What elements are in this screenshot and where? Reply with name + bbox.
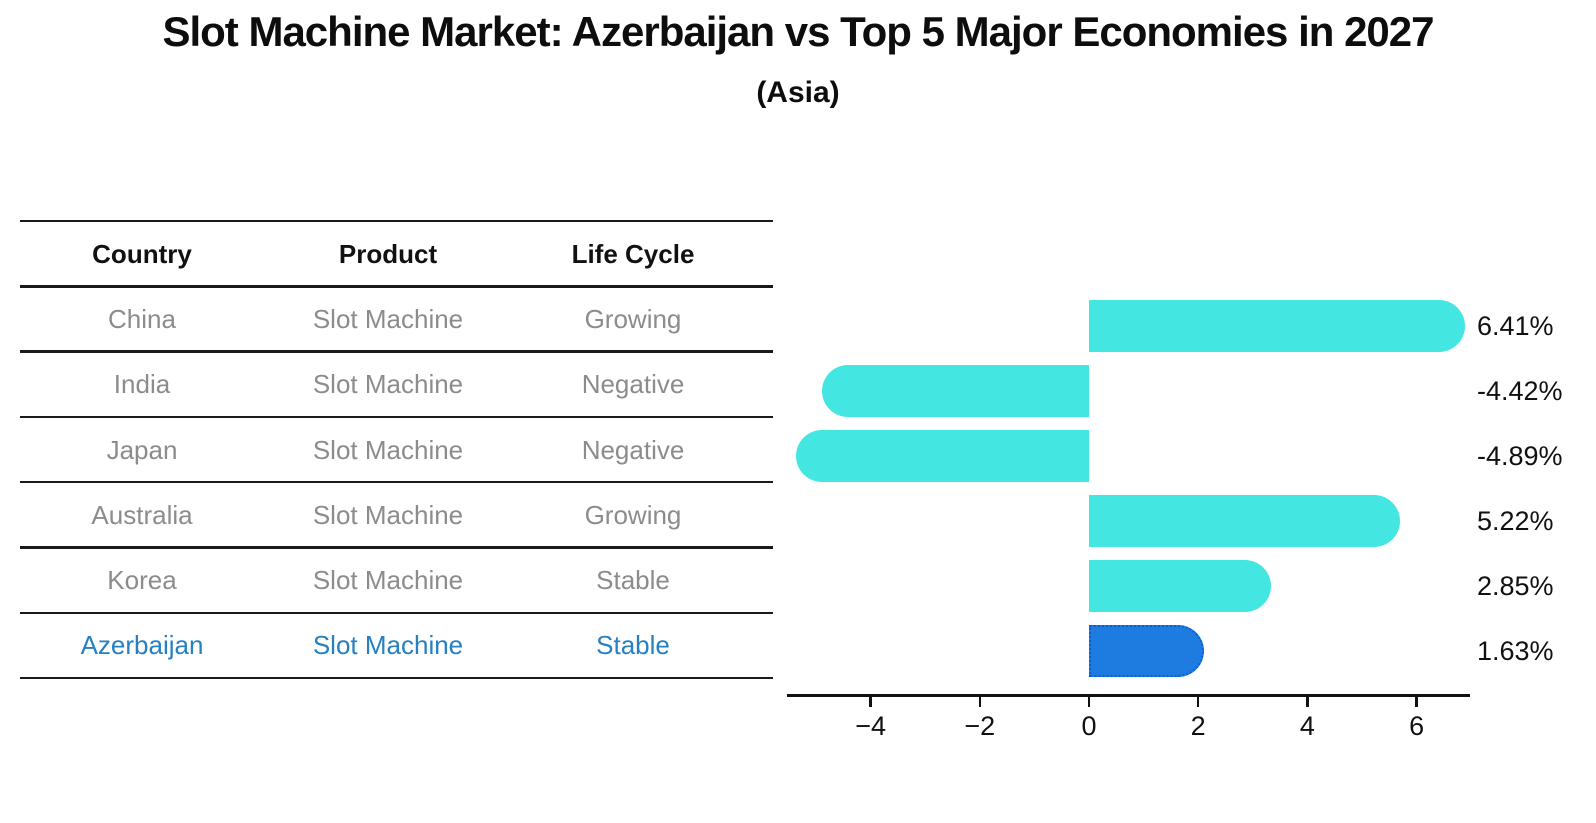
cell-japan-life-cycle: Negative bbox=[581, 434, 685, 465]
cell-korea-product: Slot Machine bbox=[312, 565, 464, 596]
x-axis-tick-label: −4 bbox=[855, 711, 886, 741]
cell-azerbaijan-product: Slot Machine bbox=[312, 630, 464, 661]
x-axis-tick-label: 4 bbox=[1299, 711, 1315, 741]
value-label-azerbaijan: 1.63% bbox=[1477, 636, 1554, 666]
cell-azerbaijan-country: Azerbaijan bbox=[80, 630, 204, 661]
y-axis-tick bbox=[756, 546, 773, 549]
cell-china-country: China bbox=[108, 303, 176, 334]
value-label-india: -4.42% bbox=[1477, 376, 1563, 406]
y-axis-tick bbox=[756, 611, 773, 615]
page-subtitle: (Asia) bbox=[756, 76, 840, 109]
table-rule bbox=[20, 285, 760, 288]
bar-azerbaijan bbox=[1089, 625, 1204, 677]
cell-india-product: Slot Machine bbox=[312, 369, 464, 400]
bar-korea bbox=[1089, 560, 1271, 612]
cell-india-life-cycle: Negative bbox=[581, 369, 685, 400]
bar-japan bbox=[796, 430, 1089, 482]
cell-japan-product: Slot Machine bbox=[312, 434, 464, 465]
value-label-korea: 2.85% bbox=[1477, 571, 1554, 601]
x-axis-tick bbox=[1415, 695, 1418, 707]
table-rule bbox=[20, 219, 760, 223]
x-axis-tick bbox=[978, 695, 982, 707]
x-axis-tick-label: 6 bbox=[1409, 711, 1425, 741]
y-axis-tick bbox=[756, 285, 773, 288]
value-label-australia: 5.22% bbox=[1477, 506, 1554, 536]
table-rule bbox=[20, 350, 760, 353]
x-axis-tick-label: −2 bbox=[964, 711, 996, 741]
bar-australia bbox=[1089, 495, 1400, 547]
table-rule bbox=[20, 480, 760, 484]
column-header-product: Product bbox=[338, 238, 438, 269]
page-title: Slot Machine Market: Azerbaijan vs Top 5… bbox=[162, 8, 1434, 55]
y-axis-tick bbox=[756, 219, 773, 223]
bar-india bbox=[821, 365, 1089, 417]
x-axis-tick bbox=[1196, 695, 1200, 707]
cell-india-country: India bbox=[113, 369, 171, 400]
value-label-japan: -4.89% bbox=[1477, 441, 1563, 471]
table-rule bbox=[20, 546, 760, 549]
cell-china-product: Slot Machine bbox=[312, 303, 464, 334]
y-axis-tick bbox=[756, 415, 773, 419]
y-axis-tick bbox=[756, 676, 773, 680]
y-axis-tick bbox=[756, 350, 773, 353]
column-header-life-cycle: Life Cycle bbox=[571, 238, 695, 269]
x-axis-tick bbox=[869, 695, 872, 707]
cell-australia-product: Slot Machine bbox=[312, 499, 464, 530]
cell-korea-country: Korea bbox=[107, 565, 177, 596]
x-axis-tick bbox=[1087, 695, 1091, 707]
x-axis-tick-label: 2 bbox=[1190, 711, 1206, 741]
bar-china bbox=[1089, 300, 1465, 352]
value-label-china: 6.41% bbox=[1477, 311, 1554, 341]
y-axis-tick bbox=[756, 480, 773, 484]
table-rule bbox=[20, 415, 760, 419]
column-header-country: Country bbox=[92, 238, 192, 269]
cell-australia-country: Australia bbox=[91, 499, 193, 530]
x-axis-tick bbox=[1306, 695, 1309, 707]
cell-australia-life-cycle: Growing bbox=[584, 499, 682, 530]
cell-azerbaijan-life-cycle: Stable bbox=[596, 630, 670, 661]
cell-china-life-cycle: Growing bbox=[584, 303, 682, 334]
cell-korea-life-cycle: Stable bbox=[596, 565, 670, 596]
cell-japan-country: Japan bbox=[106, 434, 178, 465]
table-rule bbox=[20, 676, 760, 680]
table-rule bbox=[20, 611, 760, 615]
x-axis-line bbox=[787, 693, 1470, 697]
x-axis-tick-label: 0 bbox=[1081, 711, 1097, 741]
